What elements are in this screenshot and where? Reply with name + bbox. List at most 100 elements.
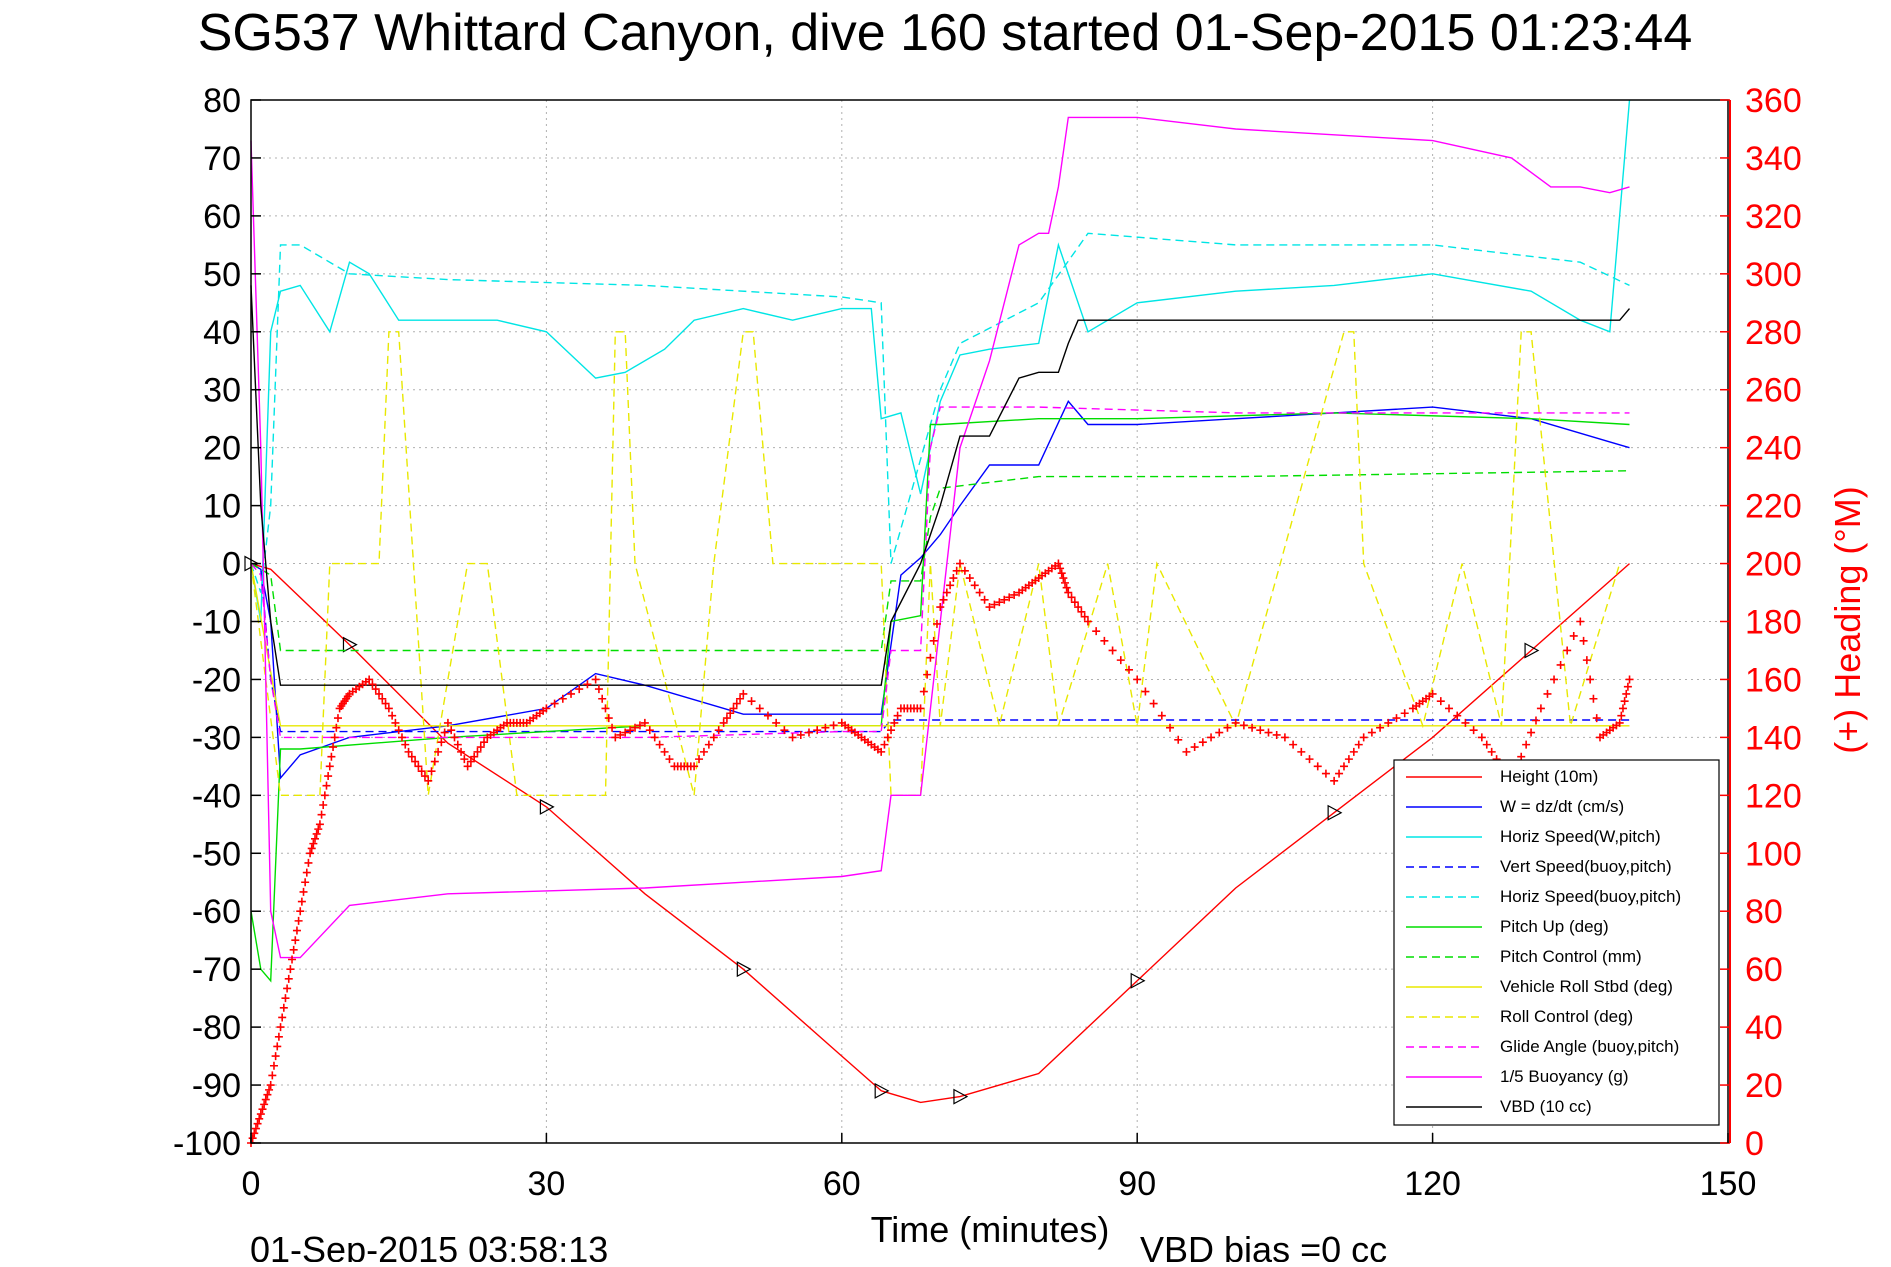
heading-marker xyxy=(463,762,472,771)
right-tick-label: 140 xyxy=(1745,719,1802,757)
x-tick-label: 60 xyxy=(823,1165,861,1203)
heading-marker xyxy=(695,755,704,764)
heading-marker xyxy=(1622,689,1631,698)
heading-marker xyxy=(616,730,625,739)
heading-marker xyxy=(470,752,479,761)
heading-marker xyxy=(437,738,446,747)
series-horiz-speed-w-pitch xyxy=(250,99,1631,622)
heading-marker xyxy=(266,1081,275,1090)
heading-marker xyxy=(397,733,406,742)
heading-marker xyxy=(256,1110,265,1119)
heading-marker xyxy=(378,694,387,703)
heading-marker xyxy=(332,723,341,732)
heading-marker xyxy=(890,718,899,727)
heading-marker xyxy=(453,740,462,749)
heading-marker xyxy=(269,1061,278,1070)
legend-box xyxy=(1393,759,1720,1126)
heading-marker xyxy=(1190,743,1199,752)
legend-label: Horiz Speed(buoy,pitch) xyxy=(1500,887,1681,906)
left-tick-label: -30 xyxy=(192,719,241,757)
heading-marker xyxy=(1074,603,1083,612)
heading-marker xyxy=(699,747,708,756)
heading-marker xyxy=(251,1124,260,1133)
heading-marker xyxy=(887,726,896,735)
heading-marker xyxy=(1297,747,1306,756)
heading-marker xyxy=(391,718,400,727)
heading-marker xyxy=(1080,612,1089,621)
heading-marker xyxy=(1461,718,1470,727)
heading-marker xyxy=(1092,627,1101,636)
heading-marker xyxy=(302,868,311,877)
heading-marker xyxy=(955,559,964,568)
x-tick-label: 120 xyxy=(1404,1165,1461,1203)
x-tick-label: 0 xyxy=(242,1165,261,1203)
series-height-10m-line xyxy=(250,562,1630,1104)
heading-marker xyxy=(314,825,323,834)
left-tick-label: -40 xyxy=(192,777,241,815)
heading-marker xyxy=(550,699,559,708)
left-tick-label: 10 xyxy=(203,488,241,526)
heading-marker xyxy=(893,711,902,720)
heading-marker xyxy=(965,574,974,583)
right-tick-label: 200 xyxy=(1745,546,1802,584)
heading-marker xyxy=(411,757,420,766)
heading-marker xyxy=(365,675,374,684)
legend-label: VBD (10 cc) xyxy=(1500,1097,1592,1116)
heading-marker xyxy=(558,694,567,703)
heading-marker xyxy=(1617,711,1626,720)
heading-marker xyxy=(466,757,475,766)
heading-marker xyxy=(263,1090,272,1099)
heading-marker xyxy=(1157,711,1166,720)
heading-marker xyxy=(970,581,979,590)
heading-marker xyxy=(283,984,292,993)
heading-marker xyxy=(1321,769,1330,778)
left-tick-label: 70 xyxy=(203,140,241,178)
heading-marker xyxy=(1453,711,1462,720)
heading-marker xyxy=(1256,726,1265,735)
heading-marker xyxy=(604,714,613,723)
heading-marker xyxy=(919,687,928,696)
legend-label: Height (10m) xyxy=(1500,767,1598,786)
heading-marker xyxy=(1223,723,1232,732)
heading-marker xyxy=(975,588,984,597)
heading-marker xyxy=(1344,755,1353,764)
heading-marker xyxy=(301,878,310,887)
series-horiz-speed-buoy-pitch xyxy=(250,232,1630,593)
heading-marker xyxy=(1349,747,1358,756)
heading-marker xyxy=(722,714,731,723)
heading-marker xyxy=(260,1100,269,1109)
right-tick-label: 100 xyxy=(1745,835,1802,873)
heading-marker xyxy=(916,704,925,713)
right-axis-label: (+) Heading (°M) xyxy=(1827,486,1868,753)
heading-marker xyxy=(1589,694,1598,703)
heading-marker xyxy=(274,1032,283,1041)
heading-marker xyxy=(1445,704,1454,713)
series-layer xyxy=(244,99,1634,1147)
right-tick-label: 60 xyxy=(1745,951,1783,989)
x-axis-label: Time (minutes) xyxy=(871,1209,1110,1250)
heading-marker xyxy=(635,721,644,730)
left-tick-label: 80 xyxy=(203,82,241,120)
series-horiz-speed-w-pitch-line xyxy=(250,99,1631,622)
legend-label: Pitch Up (deg) xyxy=(1500,917,1609,936)
height-marker xyxy=(539,798,555,815)
heading-marker xyxy=(1531,716,1540,725)
heading-marker xyxy=(1067,593,1076,602)
height-marker xyxy=(1130,972,1146,989)
right-tick-label: 240 xyxy=(1745,430,1802,468)
heading-marker xyxy=(1100,636,1109,645)
heading-marker xyxy=(1436,697,1445,706)
heading-marker xyxy=(1625,675,1634,684)
left-tick-label: -70 xyxy=(192,951,241,989)
legend-label: Roll Control (deg) xyxy=(1500,1007,1633,1026)
footer-vbd-bias: VBD bias =0 cc xyxy=(1140,1229,1387,1262)
left-tick-label: -60 xyxy=(192,893,241,931)
heading-marker xyxy=(719,718,728,727)
heading-marker xyxy=(1359,733,1368,742)
heading-marker xyxy=(929,636,938,645)
series-w-dz-dt-cm-s xyxy=(250,400,1630,780)
left-tick-label: -90 xyxy=(192,1067,241,1105)
heading-marker xyxy=(780,726,789,735)
heading-marker xyxy=(248,1134,257,1143)
heading-marker xyxy=(763,711,772,720)
